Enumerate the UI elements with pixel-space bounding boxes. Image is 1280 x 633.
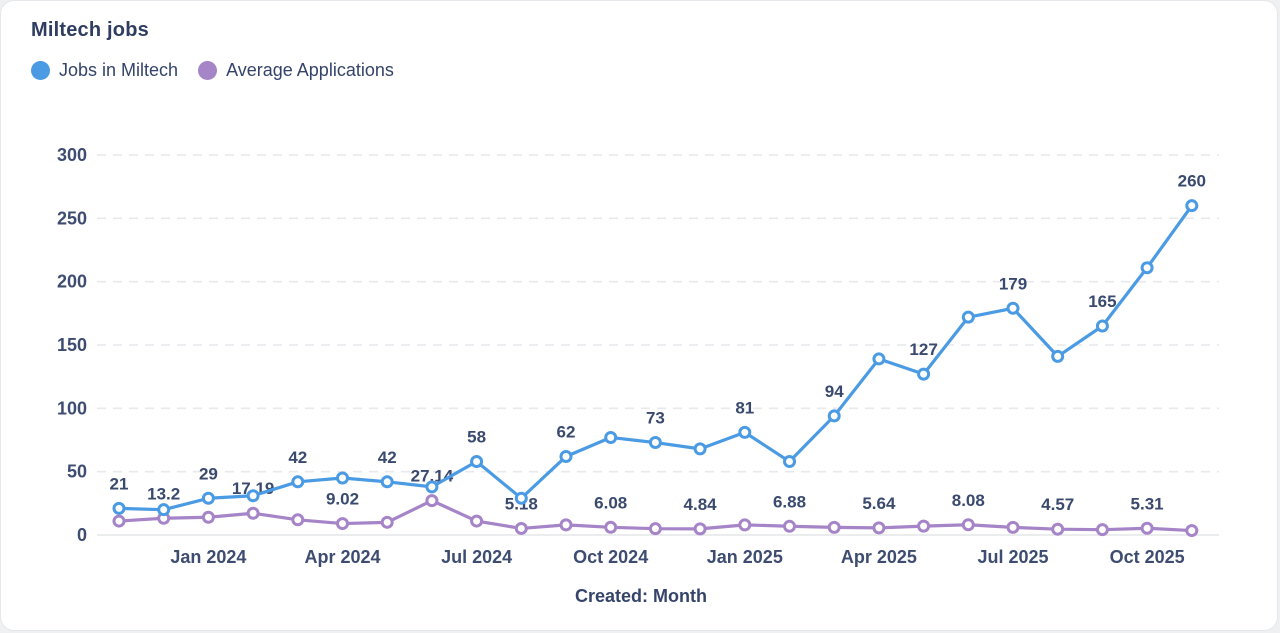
average-applications-point-marker[interactable]	[648, 522, 662, 536]
data-label-jobs-in-miltech: 94	[825, 382, 844, 401]
jobs-in-miltech-line	[117, 204, 1194, 512]
y-tick-label: 100	[57, 398, 87, 418]
average-applications-point-marker[interactable]	[1006, 520, 1020, 534]
y-tick-label: 250	[57, 208, 87, 228]
jobs-in-miltech-point-marker[interactable]	[1006, 301, 1020, 315]
data-label-jobs-in-miltech: 165	[1088, 292, 1116, 311]
data-label-jobs-in-miltech: 81	[735, 398, 754, 417]
jobs-in-miltech-point-marker[interactable]	[380, 475, 394, 489]
average-applications-point-marker[interactable]	[872, 521, 886, 535]
average-applications-point-marker[interactable]	[827, 520, 841, 534]
average-applications-point-marker[interactable]	[559, 518, 573, 532]
average-applications-point-marker[interactable]	[470, 514, 484, 528]
data-label-jobs-in-miltech: 179	[999, 274, 1027, 293]
average-applications-point-marker[interactable]	[1185, 524, 1199, 538]
average-applications-point-marker[interactable]	[783, 519, 796, 533]
average-applications-point-marker[interactable]	[1051, 522, 1065, 536]
x-axis-title: Created: Month	[575, 586, 707, 606]
jobs-in-miltech-point-marker[interactable]	[112, 501, 126, 515]
jobs-in-miltech-point-marker[interactable]	[693, 442, 707, 456]
average-applications-point-marker[interactable]	[1095, 523, 1109, 537]
jobs-in-miltech-point-marker[interactable]	[1140, 261, 1154, 275]
legend-item-label: Average Applications	[226, 60, 394, 80]
average-applications-point-marker[interactable]	[425, 494, 439, 508]
average-applications-point-marker[interactable]	[961, 518, 975, 532]
data-label-jobs-in-miltech: 260	[1178, 172, 1206, 191]
jobs-in-miltech-point-marker[interactable]	[604, 430, 618, 444]
jobs-in-miltech-point-marker[interactable]	[783, 455, 796, 469]
legend-item-label: Jobs in Miltech	[59, 60, 179, 80]
average-applications-point-marker[interactable]	[380, 515, 394, 529]
data-label-average-applications: 4.84	[684, 495, 718, 514]
average-applications-point-marker[interactable]	[514, 521, 528, 535]
legend: Jobs in Miltech Average Applications	[31, 60, 394, 81]
data-label-average-applications: 6.08	[594, 493, 627, 512]
jobs-in-miltech-point-marker[interactable]	[425, 480, 439, 494]
x-tick-label: Jan 2025	[707, 547, 783, 567]
data-label-average-applications: 5.64	[862, 494, 896, 513]
x-tick-label: Jul 2025	[977, 547, 1048, 567]
jobs-in-miltech-point-marker[interactable]	[246, 489, 260, 503]
jobs-in-miltech-point-marker[interactable]	[291, 475, 305, 489]
y-tick-label: 200	[57, 272, 87, 292]
y-tick-label: 0	[77, 525, 87, 545]
jobs-in-miltech-point-marker[interactable]	[827, 409, 841, 423]
jobs-in-miltech-point-marker[interactable]	[559, 449, 573, 463]
data-label-average-applications: 4.57	[1041, 495, 1074, 514]
data-label-jobs-in-miltech: 42	[378, 448, 397, 467]
data-label-average-applications: 13.2	[147, 484, 180, 503]
jobs-in-miltech-point-marker[interactable]	[470, 455, 484, 469]
jobs-in-miltech-point-marker[interactable]	[1185, 199, 1199, 213]
data-label-jobs-in-miltech: 62	[557, 422, 576, 441]
data-label-jobs-in-miltech: 58	[467, 428, 486, 447]
jobs-in-miltech-point-marker[interactable]	[1095, 319, 1109, 333]
jobs-in-miltech-point-marker[interactable]	[917, 367, 931, 381]
y-tick-label: 300	[57, 145, 87, 165]
jobs-in-miltech-point-marker[interactable]	[514, 491, 528, 505]
x-tick-label: Oct 2025	[1110, 547, 1185, 567]
average-applications-point-marker[interactable]	[738, 518, 752, 532]
jobs-in-miltech-point-marker[interactable]	[648, 436, 662, 450]
average-applications-point-marker[interactable]	[693, 522, 707, 536]
average-applications-point-marker[interactable]	[201, 510, 215, 524]
chart-title: Miltech jobs	[31, 19, 149, 41]
jobs-in-miltech-point-marker[interactable]	[1051, 349, 1065, 363]
data-label-jobs-in-miltech: 127	[909, 340, 937, 359]
data-label-average-applications: 8.08	[952, 491, 985, 510]
legend-item-jobs-in-miltech[interactable]: Jobs in Miltech	[31, 60, 178, 81]
data-label-jobs-in-miltech: 29	[199, 464, 218, 483]
data-label-average-applications: 6.88	[773, 492, 806, 511]
legend-dot-icon	[198, 61, 218, 80]
data-label-average-applications: 5.31	[1131, 494, 1164, 513]
legend-dot-icon	[31, 61, 50, 80]
data-label-jobs-in-miltech: 21	[110, 474, 129, 493]
x-tick-label: Oct 2024	[573, 547, 648, 567]
x-tick-label: Jan 2024	[170, 547, 246, 567]
legend-item-average-applications[interactable]: Average Applications	[198, 60, 394, 81]
average-applications-point-marker[interactable]	[291, 513, 305, 527]
jobs-in-miltech-point-marker[interactable]	[157, 503, 171, 517]
average-applications-point-marker[interactable]	[112, 514, 126, 528]
average-applications-point-marker[interactable]	[917, 519, 931, 533]
y-tick-label: 150	[57, 335, 87, 355]
average-applications-point-marker[interactable]	[604, 520, 618, 534]
jobs-in-miltech-point-marker[interactable]	[872, 352, 886, 366]
average-applications-point-marker[interactable]	[336, 517, 349, 531]
data-label-jobs-in-miltech: 73	[646, 409, 665, 428]
jobs-in-miltech-point-marker[interactable]	[961, 310, 975, 324]
jobs-in-miltech-point-marker[interactable]	[201, 491, 215, 505]
jobs-in-miltech-point-marker[interactable]	[336, 471, 349, 485]
x-tick-label: Jul 2024	[441, 547, 512, 567]
average-applications-point-marker[interactable]	[246, 506, 260, 520]
jobs-in-miltech-point-marker[interactable]	[738, 425, 752, 439]
x-tick-label: Apr 2024	[304, 547, 380, 567]
y-tick-label: 50	[67, 462, 87, 482]
data-label-jobs-in-miltech: 42	[288, 448, 307, 467]
data-label-average-applications: 9.02	[326, 490, 359, 509]
x-tick-label: Apr 2025	[841, 547, 917, 567]
average-applications-point-marker[interactable]	[1140, 521, 1154, 535]
